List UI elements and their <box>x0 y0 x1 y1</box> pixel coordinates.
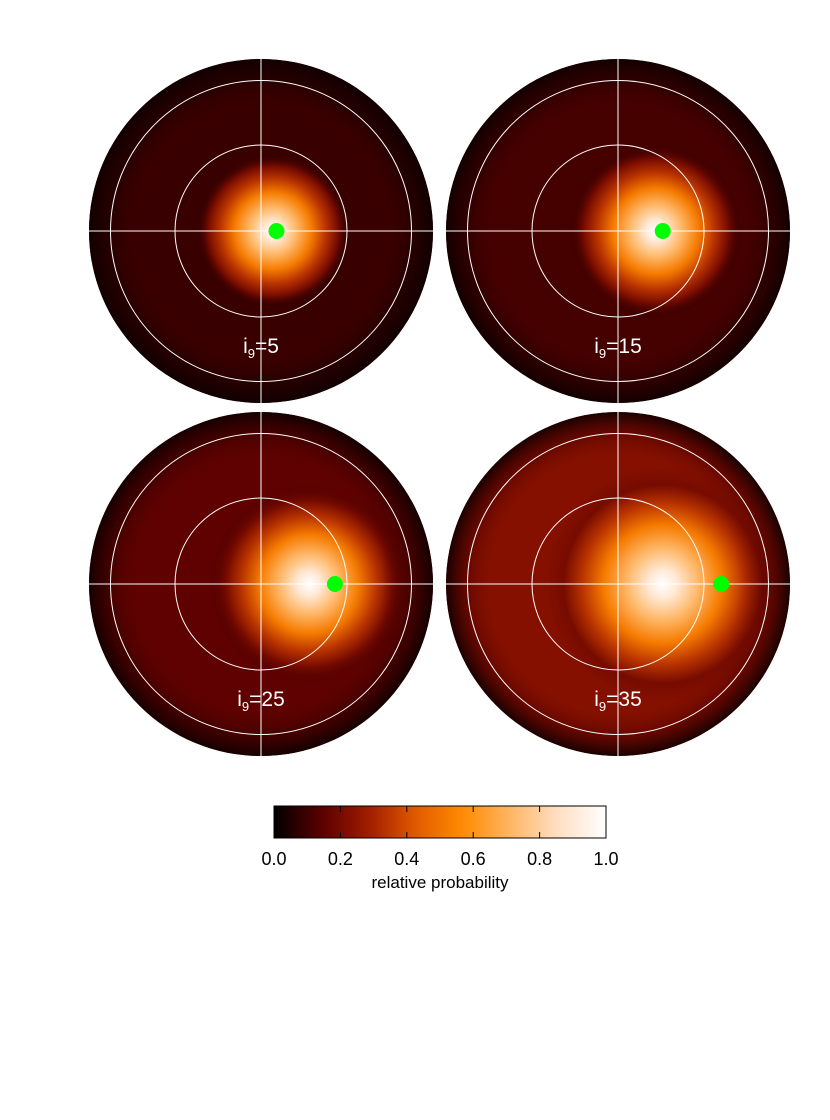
colorbar-tick-label: 1.0 <box>593 849 618 869</box>
colorbar-tick-label: 0.0 <box>261 849 286 869</box>
grid-ring-outer <box>110 433 412 735</box>
map-grid <box>89 412 433 756</box>
panel-label-base: i <box>237 688 242 711</box>
panel-label-value: =35 <box>606 688 642 711</box>
colorbar-tick-label: 0.6 <box>461 849 486 869</box>
panel-label-value: =5 <box>255 335 279 358</box>
map-grid <box>446 59 790 403</box>
colorbar-tick-label: 0.2 <box>328 849 353 869</box>
panel-label-subscript: 9 <box>599 346 606 361</box>
colorbar-tick-label: 0.8 <box>527 849 552 869</box>
map-grid <box>89 59 433 403</box>
grid-ring-inner <box>531 497 705 671</box>
grid-ring-inner <box>174 497 348 671</box>
grid-ring-inner <box>531 144 705 318</box>
panel-label-base: i <box>243 335 248 358</box>
grid-ring-inner <box>174 144 348 318</box>
colorbar-ticks: 0.0 0.2 0.4 0.6 0.8 1.0 <box>261 806 619 869</box>
panel-label: i9=5 <box>243 335 279 361</box>
panel-label-base: i <box>594 688 599 711</box>
grid-ring-outer <box>110 80 412 382</box>
panel-label-value: =25 <box>249 688 285 711</box>
grid-ring-outer <box>467 80 769 382</box>
true-position-marker <box>654 223 671 239</box>
true-position-marker <box>713 576 730 592</box>
colorbar: 0.0 0.2 0.4 0.6 0.8 1.0 relative probability <box>261 805 619 892</box>
colorbar-tick-label: 0.4 <box>394 849 419 869</box>
panel-label-value: =15 <box>606 335 642 358</box>
map-grid <box>446 412 790 756</box>
sky-map-panel: i9=5 <box>89 59 433 403</box>
sky-map-panel: i9=35 <box>446 412 790 756</box>
panel-label: i9=15 <box>594 335 642 361</box>
grid-ring-outer <box>467 433 769 735</box>
panel-label-base: i <box>594 335 599 358</box>
panel-label-subscript: 9 <box>248 346 255 361</box>
sky-map-panel: i9=15 <box>446 59 790 403</box>
colorbar-gradient <box>273 805 607 839</box>
colorbar-title: relative probability <box>371 873 509 892</box>
panel-label: i9=25 <box>237 688 285 714</box>
panel-label-subscript: 9 <box>599 699 606 714</box>
panel-label-subscript: 9 <box>242 699 249 714</box>
true-position-marker <box>326 576 343 592</box>
true-position-marker <box>268 223 285 239</box>
panel-label: i9=35 <box>594 688 642 714</box>
sky-map-panel: i9=25 <box>89 412 433 756</box>
